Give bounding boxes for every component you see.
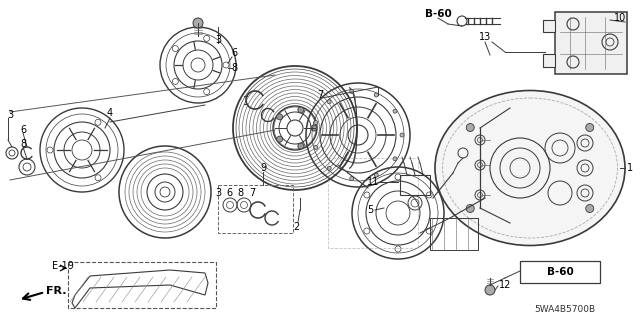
Circle shape — [374, 93, 378, 97]
Circle shape — [467, 123, 474, 131]
Circle shape — [349, 176, 354, 181]
Text: 8: 8 — [231, 63, 237, 73]
Text: 13: 13 — [479, 32, 491, 42]
Text: 5: 5 — [367, 205, 373, 215]
Circle shape — [314, 145, 318, 149]
Circle shape — [327, 100, 331, 104]
Circle shape — [327, 166, 331, 170]
Circle shape — [276, 136, 283, 142]
Circle shape — [393, 109, 397, 113]
Text: 10: 10 — [614, 13, 626, 23]
Text: 7: 7 — [317, 90, 323, 100]
Text: B-60: B-60 — [547, 267, 573, 277]
Text: 3: 3 — [215, 188, 221, 198]
Ellipse shape — [435, 91, 625, 246]
Circle shape — [311, 125, 317, 131]
Text: 3: 3 — [215, 35, 221, 45]
Text: 6: 6 — [231, 48, 237, 58]
Circle shape — [276, 114, 283, 120]
Circle shape — [298, 107, 304, 113]
Circle shape — [393, 157, 397, 161]
Circle shape — [400, 133, 404, 137]
Circle shape — [586, 123, 594, 131]
Text: 2: 2 — [293, 222, 299, 232]
Bar — [400, 175, 430, 195]
Circle shape — [586, 204, 594, 212]
Text: 6: 6 — [226, 188, 232, 198]
Circle shape — [193, 18, 203, 28]
Text: 12: 12 — [499, 280, 511, 290]
Text: 4: 4 — [107, 108, 113, 118]
Bar — [68, 262, 216, 308]
Text: 5WA4B5700B: 5WA4B5700B — [534, 306, 596, 315]
Bar — [520, 261, 600, 283]
Circle shape — [314, 121, 318, 125]
Circle shape — [349, 89, 354, 93]
Circle shape — [374, 173, 378, 177]
Text: FR.: FR. — [46, 286, 67, 296]
Text: 3: 3 — [7, 110, 13, 120]
Text: E-19: E-19 — [52, 261, 74, 271]
Text: 9: 9 — [260, 163, 266, 173]
Text: 1: 1 — [627, 163, 633, 173]
Circle shape — [298, 143, 304, 149]
Polygon shape — [543, 20, 555, 32]
Polygon shape — [543, 54, 555, 67]
Bar — [555, 12, 627, 74]
Text: 7: 7 — [249, 188, 255, 198]
Text: 8: 8 — [237, 188, 243, 198]
Text: 8: 8 — [20, 139, 26, 149]
Text: 11: 11 — [367, 177, 379, 187]
Circle shape — [467, 204, 474, 212]
Bar — [430, 218, 478, 250]
Text: 6: 6 — [20, 125, 26, 135]
Text: B-60: B-60 — [424, 9, 451, 19]
Circle shape — [485, 285, 495, 295]
Bar — [328, 158, 418, 248]
Bar — [218, 185, 293, 233]
